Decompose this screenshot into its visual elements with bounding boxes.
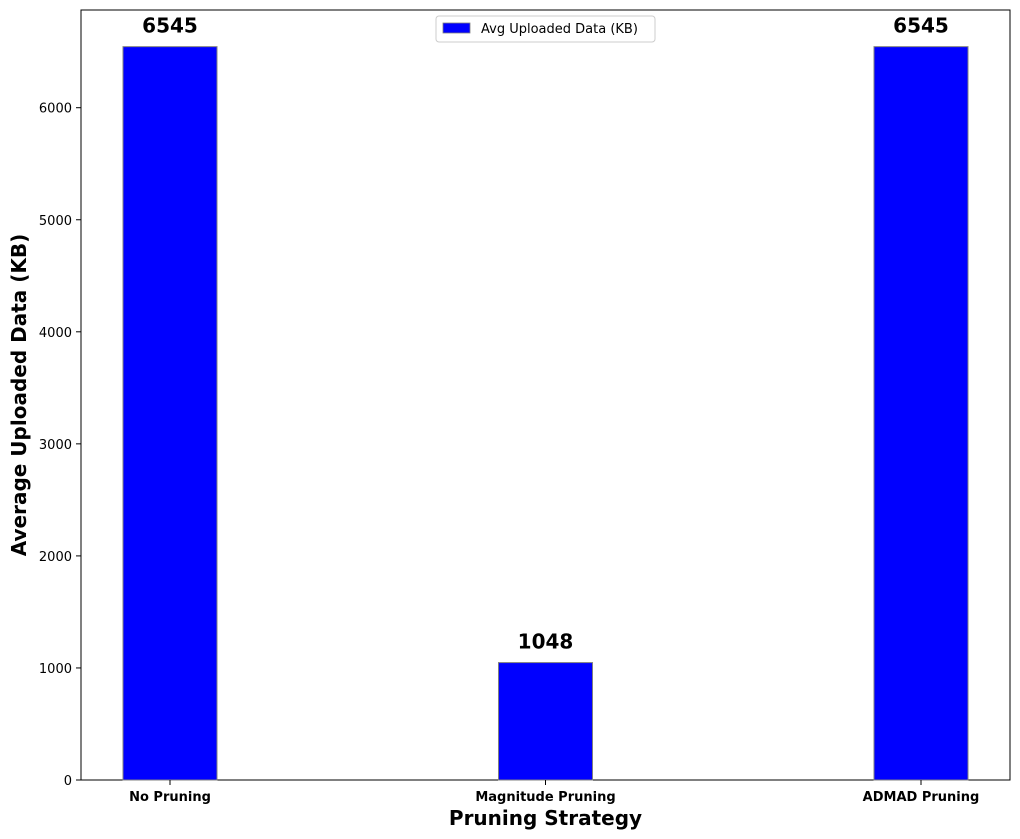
x-tick-label-1: Magnitude Pruning [475,790,615,805]
bar-1 [498,662,593,781]
x-axis-ticks: No Pruning Magnitude Pruning ADMAD Pruning [129,780,979,805]
bars-group [122,46,969,781]
bar-0 [122,46,218,781]
data-label-1: 1048 [518,630,574,654]
x-axis-title: Pruning Strategy [449,806,642,830]
y-tick-label-4: 4000 [39,326,72,341]
data-label-2: 6545 [893,14,949,38]
y-tick-label-0: 0 [64,774,72,789]
bar-2 [873,46,969,781]
data-labels-group: 6545 1048 6545 [142,14,949,654]
y-tick-label-2: 2000 [39,550,72,565]
y-tick-label-1: 1000 [39,662,72,677]
y-axis-ticks: 0 1000 2000 3000 4000 5000 6000 [39,102,81,789]
y-tick-label-3: 3000 [39,438,72,453]
data-label-0: 6545 [142,14,198,38]
legend-box [435,15,656,43]
plot-area [80,9,1011,781]
legend-label: Avg Uploaded Data (KB) [481,22,638,37]
y-tick-label-5: 5000 [39,214,72,229]
x-tick-label-2: ADMAD Pruning [863,790,980,805]
legend-swatch [442,22,471,34]
y-axis-title: Average Uploaded Data (KB) [7,234,31,557]
legend: Avg Uploaded Data (KB) [435,15,656,43]
y-tick-label-6: 6000 [39,102,72,117]
x-tick-label-0: No Pruning [129,790,211,805]
